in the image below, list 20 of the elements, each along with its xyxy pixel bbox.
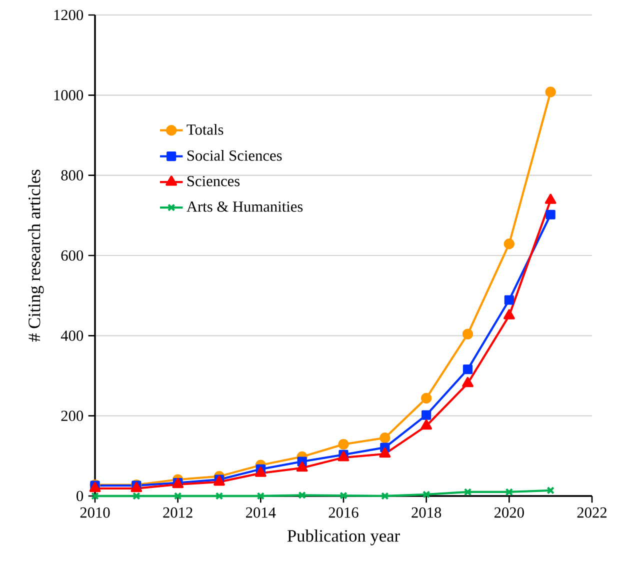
x-tick-label: 2022	[577, 507, 606, 518]
y-tick-label: 200	[61, 410, 84, 422]
x-axis-title: Publication year	[287, 530, 400, 546]
y-tick-label: 0	[76, 490, 84, 502]
x-tick-label: 2012	[163, 507, 192, 518]
x-tick-label: 2016	[328, 507, 358, 518]
x-tick-label: 2014	[246, 507, 276, 518]
x-tick-label: 2020	[494, 507, 524, 518]
legend-label: Totals	[186, 124, 224, 135]
y-axis-title: # Citing research articles	[28, 170, 44, 342]
y-tick-label: 800	[61, 170, 84, 181]
y-tick-label: 600	[61, 250, 84, 261]
legend-label: Arts & Humanities	[186, 201, 303, 212]
legend-label: Sciences	[187, 176, 240, 186]
y-tick-label: 1200	[54, 10, 84, 20]
x-tick-label: 2018	[412, 507, 442, 518]
y-tick-label: 1000	[54, 90, 84, 100]
legend-label: Social Sciences	[187, 150, 282, 161]
y-tick-label: 400	[60, 330, 84, 341]
x-tick-label: 2010	[80, 507, 110, 518]
